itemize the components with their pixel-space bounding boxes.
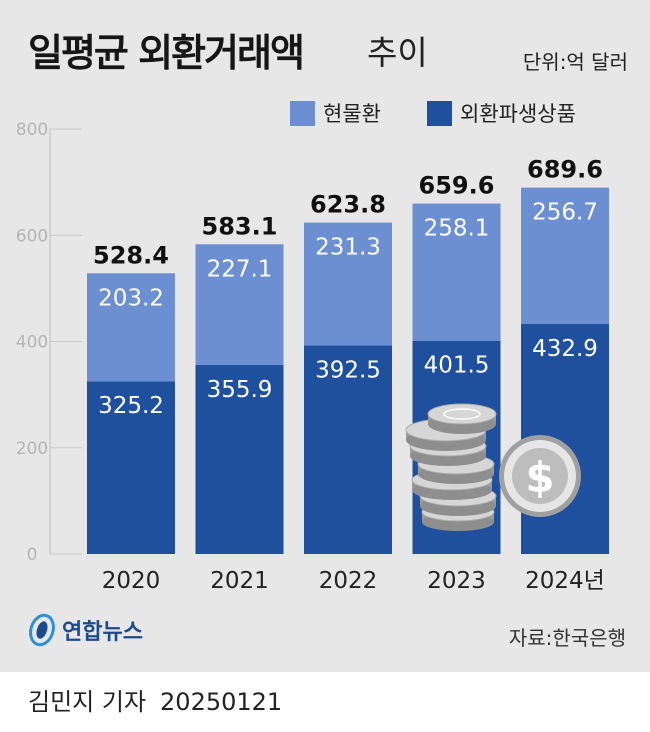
x-tick-label: 2024년 [525,568,605,594]
legend-label-derivatives: 외환파생상품 [460,102,576,126]
publish-date: 20250121 [160,688,283,716]
logo-text: 연합뉴스 [62,620,143,645]
y-tick-label: 400 [16,333,48,353]
y-tick-label: 800 [16,120,48,140]
data-label-total: 528.4 [93,241,169,269]
footer-bar [0,672,650,732]
coin-top-ring [443,408,481,420]
data-label-derivatives: 355.9 [207,377,273,403]
data-label-derivatives: 325.2 [98,393,164,419]
data-label-derivatives: 401.5 [424,353,490,379]
coin-stack-icon: $ [405,403,581,531]
x-tick-label: 2021 [210,568,269,594]
dollar-coin-inner [512,448,568,504]
y-tick-label: 200 [16,439,48,459]
data-label-spot: 258.1 [424,216,490,242]
legend-label-spot: 현물환 [323,102,381,126]
data-label-spot: 203.2 [98,285,164,311]
y-tick-label: 600 [16,226,48,246]
chart-area: 일평균 외환거래액 추이 단위:억 달러 현물환 외환파생상품 0 200 400 6… [0,0,650,672]
unit-label: 단위:억 달러 [522,50,628,74]
reporter-name: 김민지 기자 [28,688,147,716]
data-label-total: 623.8 [310,191,386,219]
data-label-total: 659.6 [419,172,495,200]
data-label-total: 583.1 [202,212,278,240]
data-label-derivatives: 432.9 [532,336,598,362]
yonhap-logo: 연합뉴스 [28,612,143,648]
legend-swatch-spot [290,100,315,126]
x-tick-label: 2020 [102,568,161,594]
data-labels: 325.2 203.2 528.4 2020 355.9 227.1 583.1 2021 39… [93,156,605,594]
chart-title-suffix: 추이 [367,33,428,72]
bar-spot [521,187,609,325]
data-label-spot: 256.7 [532,200,598,226]
chart-title: 일평균 외환거래액 [28,31,305,75]
legend-item-spot: 현물환 [290,100,381,126]
legend-item-derivatives: 외환파생상품 [427,100,576,126]
data-label-spot: 231.3 [315,235,381,261]
stacked-bar-chart: 0 200 400 600 800 $ 325.2 203.2 528.4 2020 355.9… [16,120,609,594]
byline: 김민지 기자 20250121 [28,682,282,717]
x-tick-label: 2023 [427,568,486,594]
data-label-total: 689.6 [527,156,603,184]
data-label-spot: 227.1 [207,256,273,282]
source-label: 자료:한국은행 [508,626,626,650]
legend-swatch-derivatives [427,100,452,126]
bar-spot [87,273,175,382]
bar-derivatives [195,364,284,554]
dollar-sign-icon: $ [525,453,554,502]
bar-spot [412,203,501,341]
x-tick-label: 2022 [319,568,378,594]
bar-derivatives [87,381,175,554]
bar-spot [195,244,284,365]
yonhap-logo-icon [29,613,55,647]
bar-derivatives [304,345,392,554]
bar-spot [304,222,392,346]
coin-top [427,403,497,425]
y-tick-label: 0 [27,545,38,565]
data-label-derivatives: 392.5 [315,357,381,383]
y-axis: 0 200 400 600 800 [16,120,82,565]
